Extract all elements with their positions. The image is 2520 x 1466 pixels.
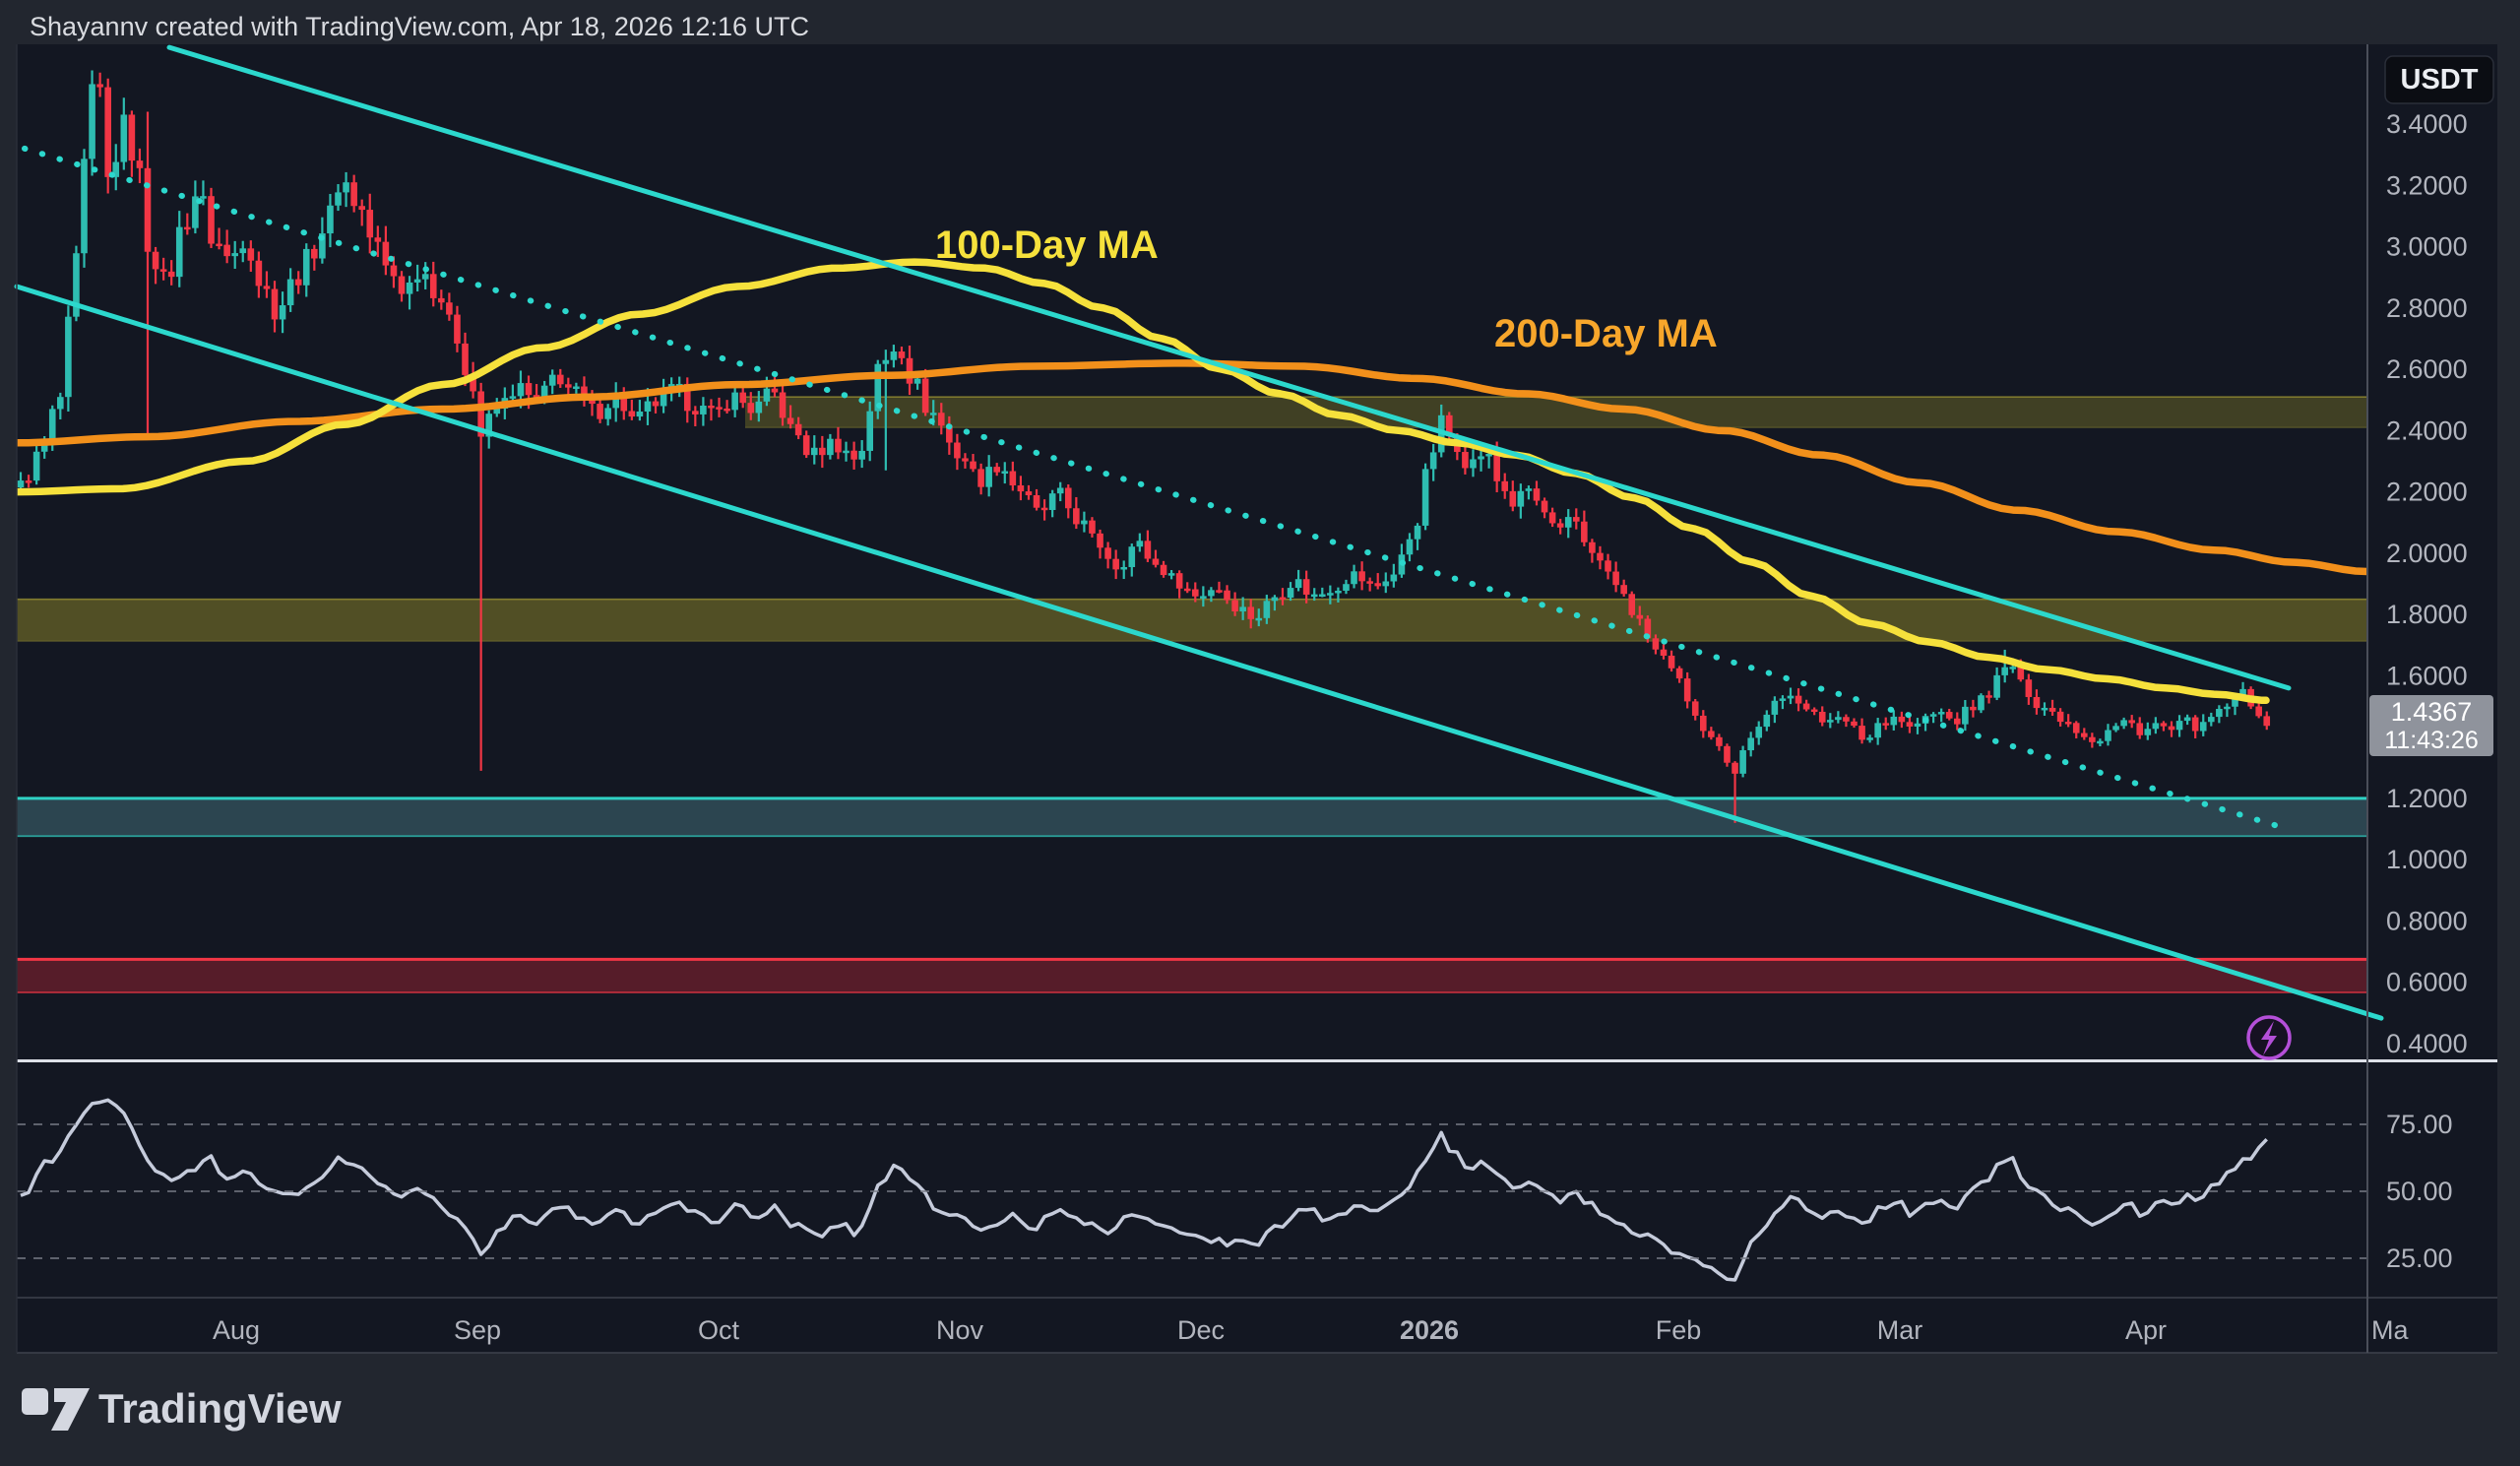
rsi-gridlines	[17, 1123, 2367, 1259]
time-axis[interactable]: Aug Sep Oct Nov Dec 2026 Feb Mar Apr Ma	[213, 1315, 2410, 1345]
resistance-zone-2.45	[745, 397, 2367, 428]
channel-lower-line[interactable]	[14, 284, 2384, 1021]
price-tick-label: 0.6000	[2386, 968, 2468, 997]
trend-channel-lines[interactable]	[14, 44, 2384, 1021]
price-tick-label: 3.4000	[2386, 109, 2468, 139]
chart-background	[17, 44, 2497, 1353]
time-tick-label: Apr	[2125, 1315, 2167, 1345]
resistance-zone-1.78	[17, 599, 2367, 642]
price-tick-label: 1.0000	[2386, 845, 2468, 874]
price-tick-label: 2.0000	[2386, 539, 2468, 568]
price-tick-label: 0.4000	[2386, 1029, 2468, 1058]
attribution-text: Shayannv created with TradingView.com, A…	[30, 12, 809, 41]
support-zone-1.15	[17, 797, 2367, 837]
rsi-tick-label: 50.00	[2386, 1177, 2453, 1206]
channel-upper-line[interactable]	[166, 44, 2292, 691]
price-tick-label: 0.8000	[2386, 906, 2468, 935]
rsi-tick-label: 25.00	[2386, 1243, 2453, 1273]
price-tick-label: 3.2000	[2386, 170, 2468, 200]
time-tick-label: Feb	[1656, 1315, 1702, 1345]
symbol-badge-label: USDT	[2401, 64, 2479, 96]
price-tick-label: 2.8000	[2386, 293, 2468, 323]
ma200-label: 200-Day MA	[1494, 312, 1718, 355]
tradingview-logo[interactable]: TradingView	[22, 1385, 342, 1432]
price-tick-label: 1.6000	[2386, 661, 2468, 690]
tradingview-logo-icon	[22, 1388, 90, 1431]
pane-divider[interactable]	[17, 1059, 2497, 1062]
rsi-line	[20, 1098, 2268, 1282]
ma100-label: 100-Day MA	[935, 223, 1159, 267]
symbol-badge[interactable]: USDT	[2384, 55, 2494, 104]
price-tick-label: 3.0000	[2386, 232, 2468, 262]
ma-200-line	[17, 359, 2367, 576]
support-zone-0.62	[17, 959, 2367, 993]
price-tick-label: 2.2000	[2386, 478, 2468, 507]
rsi-axis[interactable]: 75.00 50.00 25.00	[2386, 1110, 2453, 1273]
time-tick-label: Oct	[698, 1315, 740, 1345]
price-tick-label: 2.6000	[2386, 354, 2468, 384]
price-axis[interactable]: 3.4000 3.2000 3.0000 2.8000 2.6000 2.4000 2.20…	[2386, 109, 2468, 1058]
time-tick-label: Sep	[454, 1315, 501, 1345]
rsi-tick-label: 75.00	[2386, 1110, 2453, 1139]
time-tick-label: Aug	[213, 1315, 260, 1345]
price-tick-label: 2.4000	[2386, 415, 2468, 445]
time-tick-label: Nov	[936, 1315, 984, 1345]
time-tick-label: Dec	[1177, 1315, 1225, 1345]
rsi-indicator	[20, 1098, 2268, 1282]
time-tick-label: 2026	[1400, 1315, 1459, 1345]
last-price-badge: 1.4367 11:43:26	[2369, 695, 2493, 756]
last-price-countdown: 11:43:26	[2384, 727, 2478, 754]
time-tick-label: Ma	[2371, 1315, 2409, 1345]
tradingview-logo-text: TradingView	[98, 1385, 342, 1432]
price-tick-label: 1.2000	[2386, 784, 2468, 813]
last-price-value: 1.4367	[2391, 697, 2473, 727]
lightning-icon[interactable]	[2246, 1015, 2292, 1060]
time-tick-label: Mar	[1877, 1315, 1923, 1345]
price-zones	[17, 396, 2367, 993]
price-tick-label: 1.8000	[2386, 600, 2468, 629]
